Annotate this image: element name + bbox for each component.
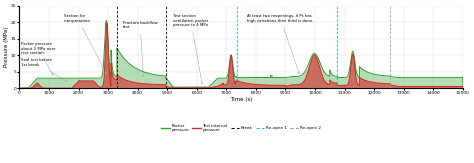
Text: Seal test before
1st break: Seal test before 1st break (21, 59, 67, 81)
X-axis label: Time (s): Time (s) (230, 97, 252, 102)
Text: p: p (269, 74, 272, 78)
Text: Section for
interpretation: Section for interpretation (64, 14, 107, 74)
Text: At least two reopenings, if Ps has
high variations then third is done.: At least two reopenings, if Ps has high … (247, 14, 313, 73)
Text: Packer pressure
about 2 MPa over
test section.: Packer pressure about 2 MPa over test se… (21, 42, 55, 75)
Text: Test section
ventilated, packer
pressure to 4 MPa: Test section ventilated, packer pressure… (173, 14, 209, 84)
Y-axis label: Pressure (MPa): Pressure (MPa) (4, 27, 9, 67)
Legend: Packer
pressure, Test interval
pressure, Break, Re-open 1, Re-open 2: Packer pressure, Test interval pressure,… (160, 122, 323, 134)
Text: Fracture backflow
test: Fracture backflow test (123, 21, 157, 76)
